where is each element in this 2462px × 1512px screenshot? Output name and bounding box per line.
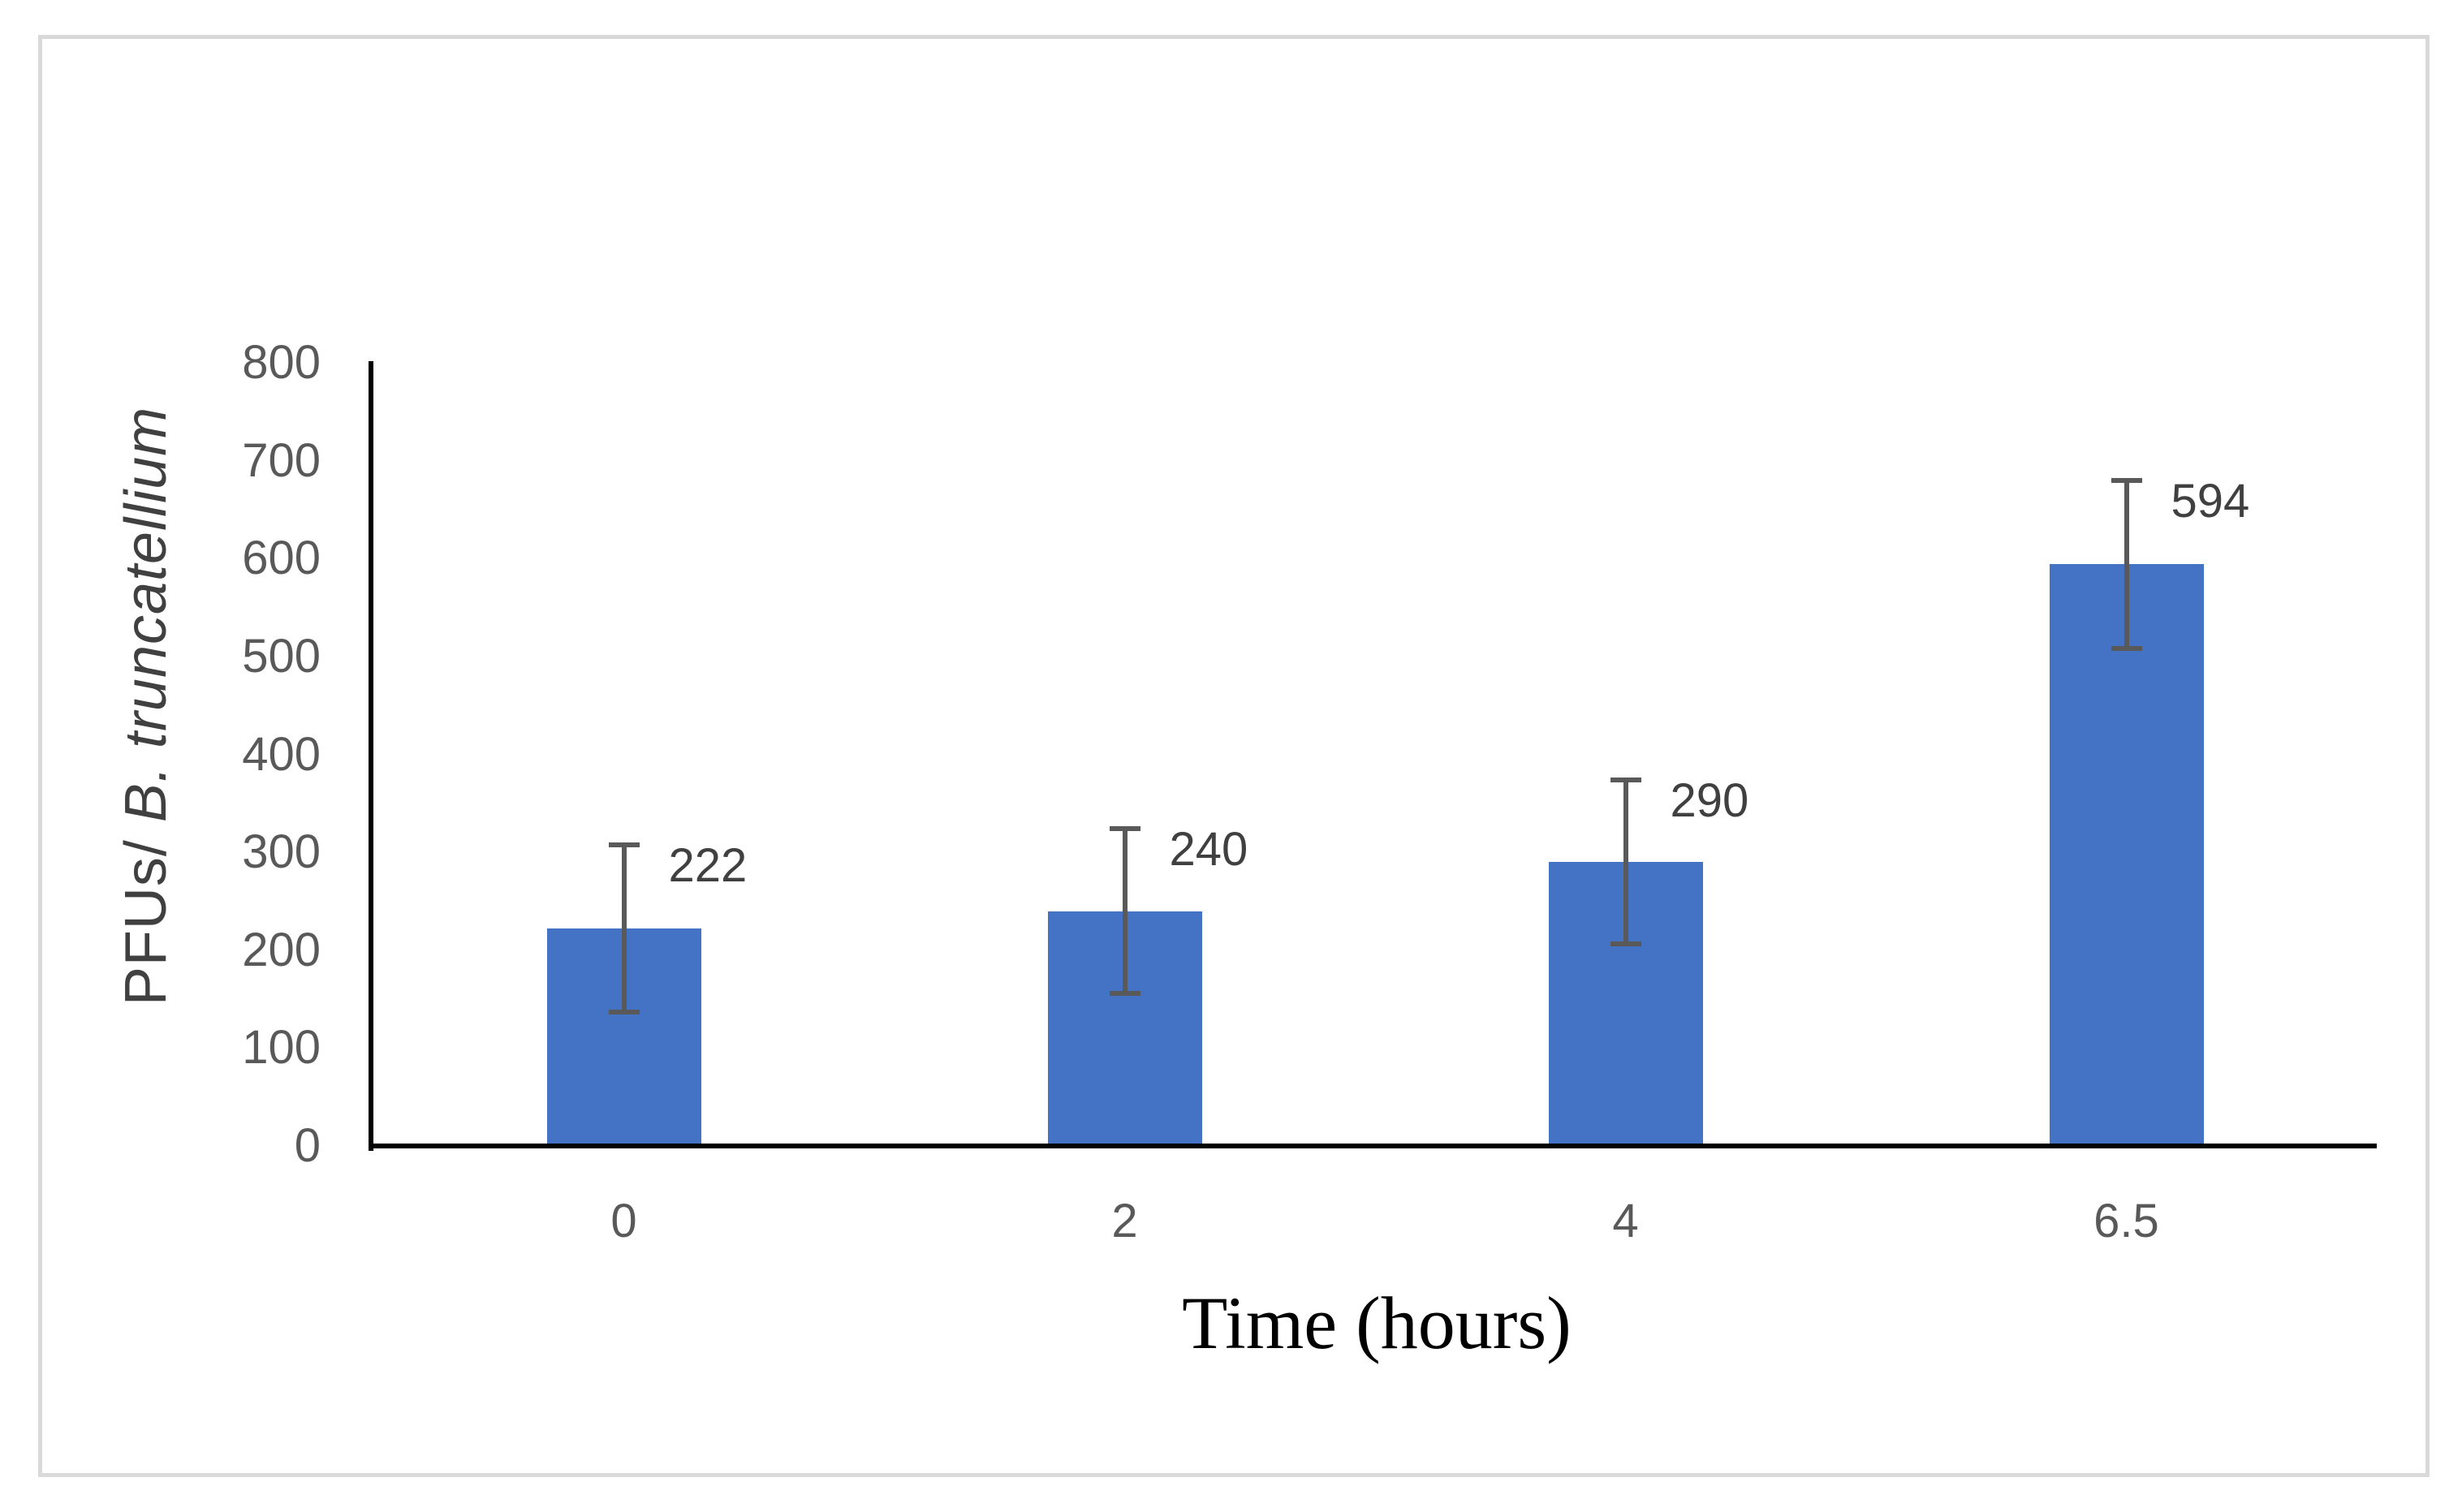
y-tick-label: 0 [294, 1119, 321, 1172]
bar-data-label: 222 [668, 839, 748, 893]
y-tick-label: 300 [242, 825, 321, 879]
y-axis-title: PFUs/ B. truncatellium [114, 407, 179, 1006]
error-bar-stem [1122, 825, 1128, 997]
error-bar-top-cap [1109, 825, 1140, 831]
error-bar-top-cap [2111, 478, 2142, 484]
x-axis-line [369, 1144, 2377, 1148]
y-axis-line [369, 361, 373, 1151]
x-tick-label: 6.5 [2093, 1195, 2159, 1247]
x-tick-label: 2 [1111, 1195, 1138, 1247]
x-tick-label: 0 [610, 1195, 637, 1247]
y-tick-label: 400 [242, 727, 321, 781]
y-tick-label: 500 [242, 629, 321, 683]
y-tick-label: 200 [242, 923, 321, 976]
error-bar-stem [621, 842, 627, 1015]
y-tick-label: 600 [242, 532, 321, 585]
error-bar-bottom-cap [1109, 991, 1140, 997]
error-bar-top-cap [1610, 778, 1641, 783]
y-tick-label: 100 [242, 1021, 321, 1075]
error-bar-top-cap [608, 842, 640, 848]
error-bar-bottom-cap [1610, 941, 1641, 946]
y-tick-label: 700 [242, 433, 321, 487]
x-tick-label: 4 [1612, 1195, 1639, 1247]
bar-data-label: 290 [1670, 774, 1749, 828]
bar-data-label: 594 [2171, 475, 2250, 528]
y-tick-label: 800 [242, 336, 321, 389]
error-bar-stem [1623, 778, 1628, 946]
bar [2049, 564, 2204, 1144]
error-bar-bottom-cap [2111, 645, 2142, 651]
bar-data-label: 240 [1169, 822, 1248, 876]
chart-border-frame [38, 35, 2430, 1477]
error-bar-stem [2124, 478, 2129, 651]
x-axis-title: Time (hours) [1182, 1282, 1572, 1364]
error-bar-bottom-cap [608, 1010, 640, 1015]
